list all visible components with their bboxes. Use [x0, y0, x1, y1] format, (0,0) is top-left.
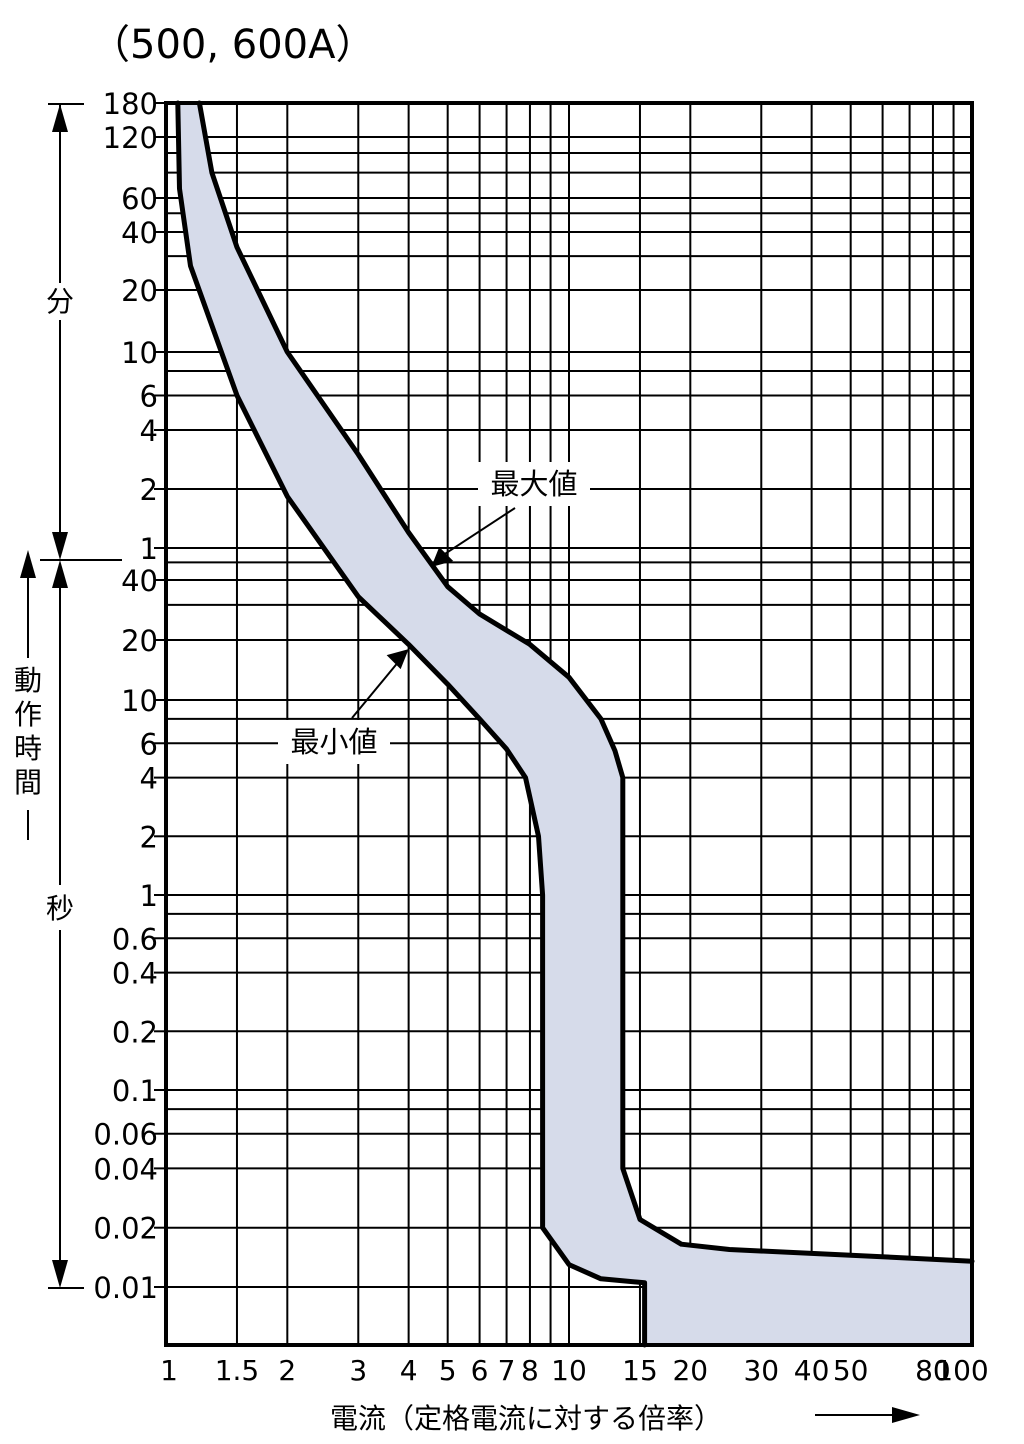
- y-tick-label: 0.6: [112, 922, 158, 956]
- y-tick-label: 1: [140, 532, 158, 566]
- y-tick-label: 20: [121, 274, 158, 308]
- grid-lines: [154, 102, 972, 1345]
- y-tick-label: 40: [121, 564, 158, 598]
- unit-label-minutes: 分: [46, 285, 74, 318]
- y-tick-label: 10: [121, 684, 158, 718]
- x-tick-label: 3: [349, 1354, 367, 1387]
- x-axis-arrow-head: [892, 1407, 920, 1423]
- x-tick-label: 15: [622, 1354, 658, 1387]
- y-tick-label: 0.04: [93, 1152, 158, 1186]
- y-tick-label: 10: [121, 336, 158, 370]
- annotation-max-label: 最大値: [490, 467, 577, 501]
- x-tick-label: 10: [551, 1354, 587, 1387]
- x-tick-label: 50: [833, 1354, 869, 1387]
- y-tick-label: 120: [103, 121, 158, 155]
- x-tick-label: 6: [471, 1354, 489, 1387]
- y-tick-label: 180: [103, 87, 158, 121]
- annotation-bg: [278, 720, 390, 764]
- x-tick-label: 100: [935, 1354, 988, 1387]
- y-tick-label: 4: [140, 414, 158, 448]
- x-tick-label: 7: [498, 1354, 516, 1387]
- plot-frame: [164, 101, 974, 1347]
- unit-brackets: [20, 103, 122, 1289]
- y-tick-label: 0.06: [93, 1118, 158, 1152]
- y-tick-label: 6: [140, 379, 158, 413]
- x-tick-label: 40: [794, 1354, 830, 1387]
- annotation-min-leader: [351, 658, 402, 719]
- unit-label-char: 作: [14, 698, 42, 731]
- unit-label-seconds: 秒: [46, 892, 74, 925]
- x-axis-title: 電流（定格電流に対する倍率）: [330, 1402, 722, 1435]
- min-curve: [175, 100, 648, 1348]
- x-tick-label: 2: [278, 1354, 296, 1387]
- y-tick-label: 2: [140, 473, 158, 507]
- y-tick-label: 6: [140, 727, 158, 761]
- x-tick-label: 1: [160, 1354, 178, 1387]
- x-tick-label: 5: [439, 1354, 457, 1387]
- max-curve: [196, 100, 975, 1264]
- annotation-max-leader: [436, 507, 516, 560]
- operating-band-fill: [177, 103, 973, 1345]
- x-tick-label: 20: [672, 1354, 708, 1387]
- y-tick-label: 4: [140, 762, 158, 796]
- y-tick-label: 1: [140, 879, 158, 913]
- y-tick-label: 40: [121, 216, 158, 250]
- annotation-max-arrowhead: [431, 546, 454, 567]
- annotation-bg: [478, 462, 590, 506]
- y-tick-label: 0.02: [93, 1212, 158, 1246]
- y-tick-labels: 18012060402010642140201064210.60.40.20.1…: [93, 87, 158, 1305]
- unit-label-char: 間: [14, 766, 42, 799]
- unit-label-char: 動: [14, 664, 42, 697]
- annotation-min-label: 最小値: [290, 725, 377, 759]
- y-tick-label: 0.1: [112, 1074, 158, 1108]
- chart-title: （500, 600A）: [90, 22, 376, 68]
- y-tick-label: 0.4: [112, 957, 158, 991]
- y-tick-label: 60: [121, 182, 158, 216]
- annotation-min-arrowhead: [386, 649, 409, 670]
- y-tick-label: 2: [140, 820, 158, 854]
- x-tick-label: 1.5: [215, 1354, 260, 1387]
- y-tick-label: 20: [121, 624, 158, 658]
- unit-label-operating-time: 動作時間: [14, 664, 42, 799]
- y-tick-label: 0.01: [93, 1271, 158, 1305]
- x-tick-label: 8: [521, 1354, 539, 1387]
- x-tick-label: 30: [743, 1354, 779, 1387]
- unit-label-char: 時: [14, 732, 42, 765]
- y-tick-label: 0.2: [112, 1015, 158, 1049]
- x-tick-label: 4: [400, 1354, 418, 1387]
- x-tick-label: 80: [915, 1354, 951, 1387]
